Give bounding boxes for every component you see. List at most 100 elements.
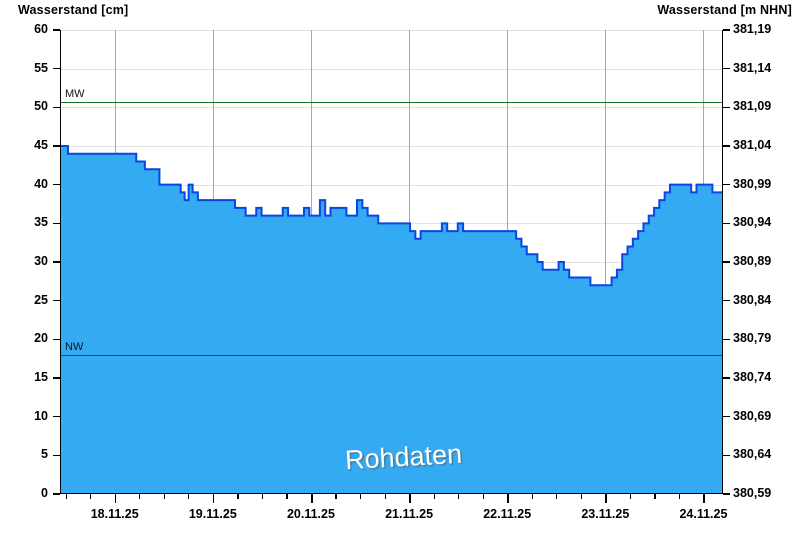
left-axis-tick-label: 45 [34, 138, 48, 152]
water-level-series [60, 145, 723, 494]
tick-mark-left [53, 261, 60, 263]
tick-mark-x-minor [531, 494, 533, 499]
right-axis-tick-label: 380,84 [733, 292, 772, 307]
tick-mark-x-minor [188, 494, 190, 499]
right-axis-tick-label: 381,19 [733, 22, 772, 36]
tick-mark-left [53, 67, 60, 70]
tick-mark-x-minor [335, 494, 337, 499]
x-axis-tick-label: 22.11.25 [483, 507, 532, 521]
water-level-line [60, 145, 723, 287]
tick-mark-left [53, 29, 60, 31]
tick-mark-left [53, 377, 60, 379]
threshold-line-nw [60, 354, 723, 357]
tick-mark-right [723, 222, 730, 225]
x-axis-tick-label: 21.11.25 [385, 507, 434, 521]
right-axis-tick-label: 380,79 [733, 331, 772, 346]
tick-mark-left [53, 493, 60, 495]
gridline-horizontal [60, 146, 723, 147]
right-axis-tick-label: 380,64 [733, 447, 772, 462]
threshold-line-mw [60, 101, 723, 104]
tick-mark-right [723, 377, 730, 379]
tick-mark-left [53, 106, 60, 109]
left-axis-tick-label: 15 [34, 370, 48, 384]
right-axis-title: Wasserstand [m NHN] [657, 3, 792, 17]
tick-mark-x-minor [433, 494, 435, 499]
threshold-label-nw: NW [65, 340, 84, 353]
left-axis-tick-label: 5 [41, 447, 48, 462]
tick-mark-right [723, 454, 730, 457]
gridline-horizontal [60, 107, 723, 109]
left-axis-title: Wasserstand [cm] [18, 3, 129, 17]
tick-mark-right [723, 415, 730, 418]
tick-mark-x-minor [163, 494, 165, 499]
plot-area: MW NW Rohdaten [60, 30, 723, 494]
tick-mark-x-minor [629, 494, 632, 499]
tick-mark-x-major [703, 494, 706, 503]
tick-mark-x-minor [65, 494, 67, 499]
gridline-horizontal [60, 184, 723, 186]
right-axis-tick-label: 381,14 [733, 60, 772, 75]
left-axis-tick-label: 0 [41, 486, 48, 500]
tick-mark-right [723, 493, 730, 495]
left-axis-tick-label: 20 [34, 331, 48, 346]
tick-mark-x-major [212, 494, 215, 503]
left-axis-tick-label: 60 [34, 22, 48, 36]
left-axis-tick-label: 40 [34, 176, 48, 191]
x-axis-tick-label: 23.11.25 [581, 507, 630, 521]
left-axis-tick-label: 10 [34, 408, 48, 423]
right-axis-tick-label: 380,74 [733, 370, 772, 384]
right-axis-tick-label: 381,09 [733, 99, 772, 114]
right-axis-tick-label: 380,59 [733, 486, 772, 500]
tick-mark-x-minor [654, 494, 656, 499]
right-axis-tick-label: 380,89 [733, 254, 772, 268]
tick-mark-x-major [114, 494, 117, 503]
tick-mark-left [53, 183, 60, 186]
tick-mark-x-minor [482, 494, 484, 499]
left-axis-tick-label: 25 [34, 292, 48, 307]
tick-mark-left [53, 299, 60, 302]
tick-mark-left [53, 222, 60, 225]
tick-mark-x-minor [237, 494, 239, 499]
tick-mark-x-minor [384, 494, 386, 499]
tick-mark-right [723, 106, 730, 109]
tick-mark-x-major [507, 494, 509, 503]
x-axis-tick-label: 24.11.25 [679, 507, 728, 521]
tick-mark-x-major [605, 494, 607, 503]
tick-mark-left [53, 454, 60, 457]
gridline-vertical [605, 30, 607, 494]
left-axis-tick-label: 35 [34, 215, 48, 230]
right-axis-tick-label: 380,99 [733, 176, 772, 191]
tick-mark-left [53, 415, 60, 418]
tick-mark-right [723, 261, 730, 263]
tick-mark-x-minor [139, 494, 141, 499]
gridline-horizontal [60, 68, 723, 70]
tick-mark-right [723, 183, 730, 186]
x-axis-tick-label: 18.11.25 [90, 507, 139, 521]
x-axis-tick-label: 20.11.25 [286, 507, 335, 521]
tick-mark-x-minor [580, 494, 582, 499]
tick-mark-x-minor [678, 494, 681, 499]
left-axis-tick-label: 55 [34, 60, 48, 75]
tick-mark-right [723, 145, 730, 147]
tick-mark-x-minor [286, 494, 288, 499]
tick-mark-x-minor [261, 494, 264, 499]
right-axis-tick-label: 381,04 [733, 138, 772, 152]
gridline-horizontal [60, 30, 723, 31]
tick-mark-x-minor [90, 494, 92, 499]
right-axis-tick-label: 380,94 [733, 215, 772, 230]
x-axis-tick-label: 19.11.25 [188, 507, 237, 521]
tick-mark-x-major [409, 494, 411, 503]
tick-mark-right [723, 67, 730, 70]
right-axis-tick-label: 380,69 [733, 408, 772, 423]
tick-mark-left [53, 145, 60, 147]
threshold-label-mw: MW [65, 87, 85, 100]
tick-mark-right [723, 29, 730, 31]
tick-mark-left [53, 338, 60, 341]
left-axis-tick-label: 30 [34, 254, 48, 268]
tick-mark-x-minor [556, 494, 558, 499]
tick-mark-right [723, 299, 730, 302]
tick-mark-x-minor [360, 494, 362, 499]
tick-mark-x-major [310, 494, 313, 503]
water-level-area-fill [60, 146, 723, 494]
